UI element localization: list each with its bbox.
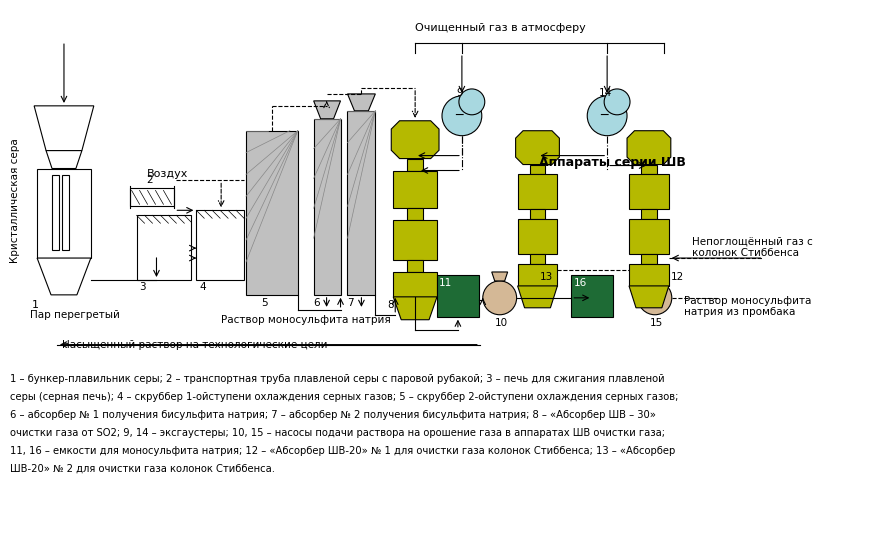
Text: ─: ─: [455, 109, 463, 122]
Text: ШВ-20» № 2 для очистки газа колонок Стиббенса.: ШВ-20» № 2 для очистки газа колонок Стиб…: [11, 464, 275, 474]
Circle shape: [459, 89, 485, 115]
Text: 11, 16 – емкости для моносульфита натрия; 12 – «Абсорбер ШВ-20» № 1 для очистки : 11, 16 – емкости для моносульфита натрия…: [11, 446, 675, 456]
Bar: [629, 219, 668, 254]
Bar: [52, 175, 59, 250]
Text: 13: 13: [540, 272, 553, 282]
Text: серы (серная печь); 4 – скруббер 1-ойступени охлаждения серных газов; 5 – скрубб: серы (серная печь); 4 – скруббер 1-ойсту…: [11, 392, 679, 403]
Text: Раствор моносульфита натрия: Раствор моносульфита натрия: [221, 315, 391, 325]
Text: 9: 9: [456, 88, 463, 98]
Circle shape: [442, 96, 482, 136]
Text: 16: 16: [573, 278, 586, 288]
Text: Очищенный газ в атмосферу: Очищенный газ в атмосферу: [415, 23, 586, 33]
Text: 10: 10: [494, 318, 508, 327]
Bar: [393, 272, 437, 297]
Text: 4: 4: [200, 282, 206, 292]
Bar: [517, 219, 557, 254]
Text: 2: 2: [147, 175, 153, 185]
Bar: [407, 260, 423, 272]
Text: 14: 14: [600, 88, 613, 98]
Bar: [196, 210, 244, 280]
Bar: [246, 131, 298, 295]
Polygon shape: [492, 272, 508, 281]
Bar: [517, 175, 557, 209]
Bar: [530, 254, 546, 264]
Bar: [393, 220, 437, 260]
Polygon shape: [391, 121, 439, 159]
Bar: [130, 189, 174, 206]
Bar: [641, 165, 657, 175]
Text: очистки газа от SO2; 9, 14 – эксгаустеры; 10, 15 – насосы подачи раствора на оро: очистки газа от SO2; 9, 14 – эксгаустеры…: [11, 428, 665, 438]
Text: 11: 11: [439, 278, 452, 288]
Circle shape: [604, 89, 630, 115]
Text: 15: 15: [650, 318, 663, 327]
Bar: [530, 209, 546, 219]
Polygon shape: [393, 297, 437, 320]
Text: 6 – абсорбер № 1 получения бисульфита натрия; 7 – абсорбер № 2 получения бисульф: 6 – абсорбер № 1 получения бисульфита на…: [11, 410, 656, 420]
Text: 1: 1: [32, 300, 39, 310]
Text: 8: 8: [388, 300, 394, 310]
Bar: [37, 168, 91, 258]
Bar: [393, 170, 437, 209]
Text: Аппараты серии ШВ: Аппараты серии ШВ: [540, 155, 686, 168]
Bar: [348, 111, 375, 295]
Bar: [313, 119, 341, 295]
Text: 6: 6: [313, 298, 321, 308]
Bar: [629, 175, 668, 209]
Bar: [629, 264, 668, 286]
Bar: [437, 275, 479, 317]
Text: 12: 12: [671, 272, 684, 282]
Text: ─: ─: [600, 109, 608, 122]
Bar: [407, 159, 423, 170]
Bar: [517, 264, 557, 286]
Bar: [571, 275, 613, 317]
Polygon shape: [517, 286, 557, 308]
Text: 7: 7: [348, 298, 354, 308]
Polygon shape: [348, 94, 375, 111]
Bar: [407, 209, 423, 220]
Polygon shape: [629, 286, 668, 308]
Polygon shape: [516, 131, 560, 165]
Text: 3: 3: [140, 282, 147, 292]
Text: Насыщенный раствор на технологические цели: Насыщенный раствор на технологические це…: [62, 340, 328, 349]
Text: Кристаллическая сера: Кристаллическая сера: [11, 138, 20, 263]
Polygon shape: [627, 131, 671, 165]
Circle shape: [638, 281, 672, 315]
Text: Воздух: Воздух: [147, 168, 188, 178]
Polygon shape: [34, 106, 94, 151]
Text: Пар перегретый: Пар перегретый: [30, 310, 120, 320]
Bar: [641, 209, 657, 219]
Bar: [641, 254, 657, 264]
Polygon shape: [647, 272, 663, 281]
Polygon shape: [46, 151, 82, 168]
Bar: [137, 215, 192, 280]
Bar: [530, 165, 546, 175]
Text: Раствор моносульфита
натрия из промбака: Раствор моносульфита натрия из промбака: [683, 296, 811, 317]
Text: 5: 5: [261, 298, 268, 308]
Text: 1 – бункер-плавильник серы; 2 – транспортная труба плавленой серы с паровой руба: 1 – бункер-плавильник серы; 2 – транспор…: [11, 375, 665, 384]
Bar: [62, 175, 69, 250]
Circle shape: [587, 96, 627, 136]
Polygon shape: [37, 258, 91, 295]
Text: Непоглощённый газ с
колонок Стиббенса: Непоглощённый газ с колонок Стиббенса: [691, 236, 812, 258]
Polygon shape: [313, 101, 341, 119]
Circle shape: [483, 281, 517, 315]
